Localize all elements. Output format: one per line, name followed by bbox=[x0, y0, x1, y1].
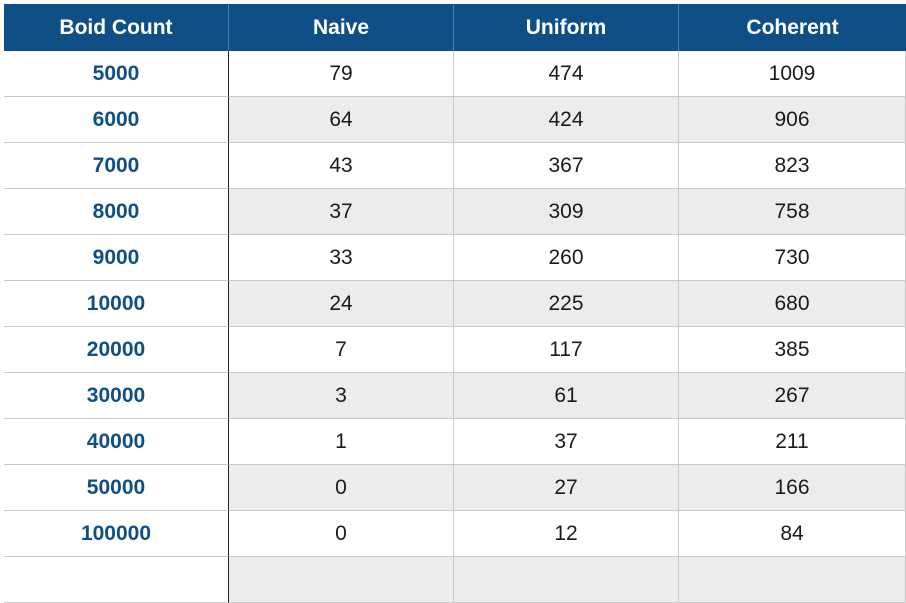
row-label-empty bbox=[4, 557, 229, 603]
row-label-boid-count: 7000 bbox=[4, 143, 229, 189]
cell-naive: 24 bbox=[229, 281, 454, 327]
table-row: 30000 3 61 267 bbox=[4, 373, 906, 419]
cell-uniform: 367 bbox=[454, 143, 679, 189]
cell-uniform: 61 bbox=[454, 373, 679, 419]
table-row: 7000 43 367 823 bbox=[4, 143, 906, 189]
column-header-naive: Naive bbox=[229, 4, 454, 51]
row-label-boid-count: 20000 bbox=[4, 327, 229, 373]
cell-naive: 64 bbox=[229, 97, 454, 143]
cell-uniform: 424 bbox=[454, 97, 679, 143]
cell-naive: 43 bbox=[229, 143, 454, 189]
row-label-boid-count: 10000 bbox=[4, 281, 229, 327]
cell-coherent: 84 bbox=[679, 511, 906, 557]
cell-coherent: 823 bbox=[679, 143, 906, 189]
table-row: 100000 0 12 84 bbox=[4, 511, 906, 557]
cell-coherent: 680 bbox=[679, 281, 906, 327]
cell-naive: 37 bbox=[229, 189, 454, 235]
cell-uniform: 12 bbox=[454, 511, 679, 557]
column-header-boid-count: Boid Count bbox=[4, 4, 229, 51]
table-row: 20000 7 117 385 bbox=[4, 327, 906, 373]
cell-empty bbox=[454, 557, 679, 603]
cell-uniform: 309 bbox=[454, 189, 679, 235]
cell-empty bbox=[679, 557, 906, 603]
table-row: 5000 79 474 1009 bbox=[4, 51, 906, 97]
table-row: 10000 24 225 680 bbox=[4, 281, 906, 327]
cell-uniform: 37 bbox=[454, 419, 679, 465]
cell-coherent: 906 bbox=[679, 97, 906, 143]
cell-uniform: 225 bbox=[454, 281, 679, 327]
cell-uniform: 27 bbox=[454, 465, 679, 511]
cell-coherent: 758 bbox=[679, 189, 906, 235]
column-header-uniform: Uniform bbox=[454, 4, 679, 51]
cell-coherent: 385 bbox=[679, 327, 906, 373]
cell-naive: 3 bbox=[229, 373, 454, 419]
table-row: 8000 37 309 758 bbox=[4, 189, 906, 235]
cell-naive: 79 bbox=[229, 51, 454, 97]
cell-naive: 0 bbox=[229, 465, 454, 511]
cell-coherent: 267 bbox=[679, 373, 906, 419]
cell-uniform: 474 bbox=[454, 51, 679, 97]
cell-coherent: 730 bbox=[679, 235, 906, 281]
row-label-boid-count: 40000 bbox=[4, 419, 229, 465]
table-row: 9000 33 260 730 bbox=[4, 235, 906, 281]
cell-naive: 7 bbox=[229, 327, 454, 373]
table-row: 40000 1 37 211 bbox=[4, 419, 906, 465]
cell-coherent: 211 bbox=[679, 419, 906, 465]
cell-coherent: 1009 bbox=[679, 51, 906, 97]
cell-naive: 1 bbox=[229, 419, 454, 465]
row-label-boid-count: 5000 bbox=[4, 51, 229, 97]
cell-empty bbox=[229, 557, 454, 603]
cell-naive: 0 bbox=[229, 511, 454, 557]
cell-naive: 33 bbox=[229, 235, 454, 281]
table-row-partial bbox=[4, 557, 906, 603]
row-label-boid-count: 8000 bbox=[4, 189, 229, 235]
row-label-boid-count: 50000 bbox=[4, 465, 229, 511]
cell-uniform: 117 bbox=[454, 327, 679, 373]
performance-table: Boid Count Naive Uniform Coherent 5000 7… bbox=[4, 4, 906, 603]
table-row: 6000 64 424 906 bbox=[4, 97, 906, 143]
column-header-coherent: Coherent bbox=[746, 15, 839, 39]
row-label-boid-count: 9000 bbox=[4, 235, 229, 281]
row-label-boid-count: 100000 bbox=[4, 511, 229, 557]
row-label-boid-count: 30000 bbox=[4, 373, 229, 419]
row-label-boid-count: 6000 bbox=[4, 97, 229, 143]
table-header-row: Boid Count Naive Uniform Coherent bbox=[4, 4, 906, 51]
cell-coherent: 166 bbox=[679, 465, 906, 511]
cell-uniform: 260 bbox=[454, 235, 679, 281]
table-row: 50000 0 27 166 bbox=[4, 465, 906, 511]
